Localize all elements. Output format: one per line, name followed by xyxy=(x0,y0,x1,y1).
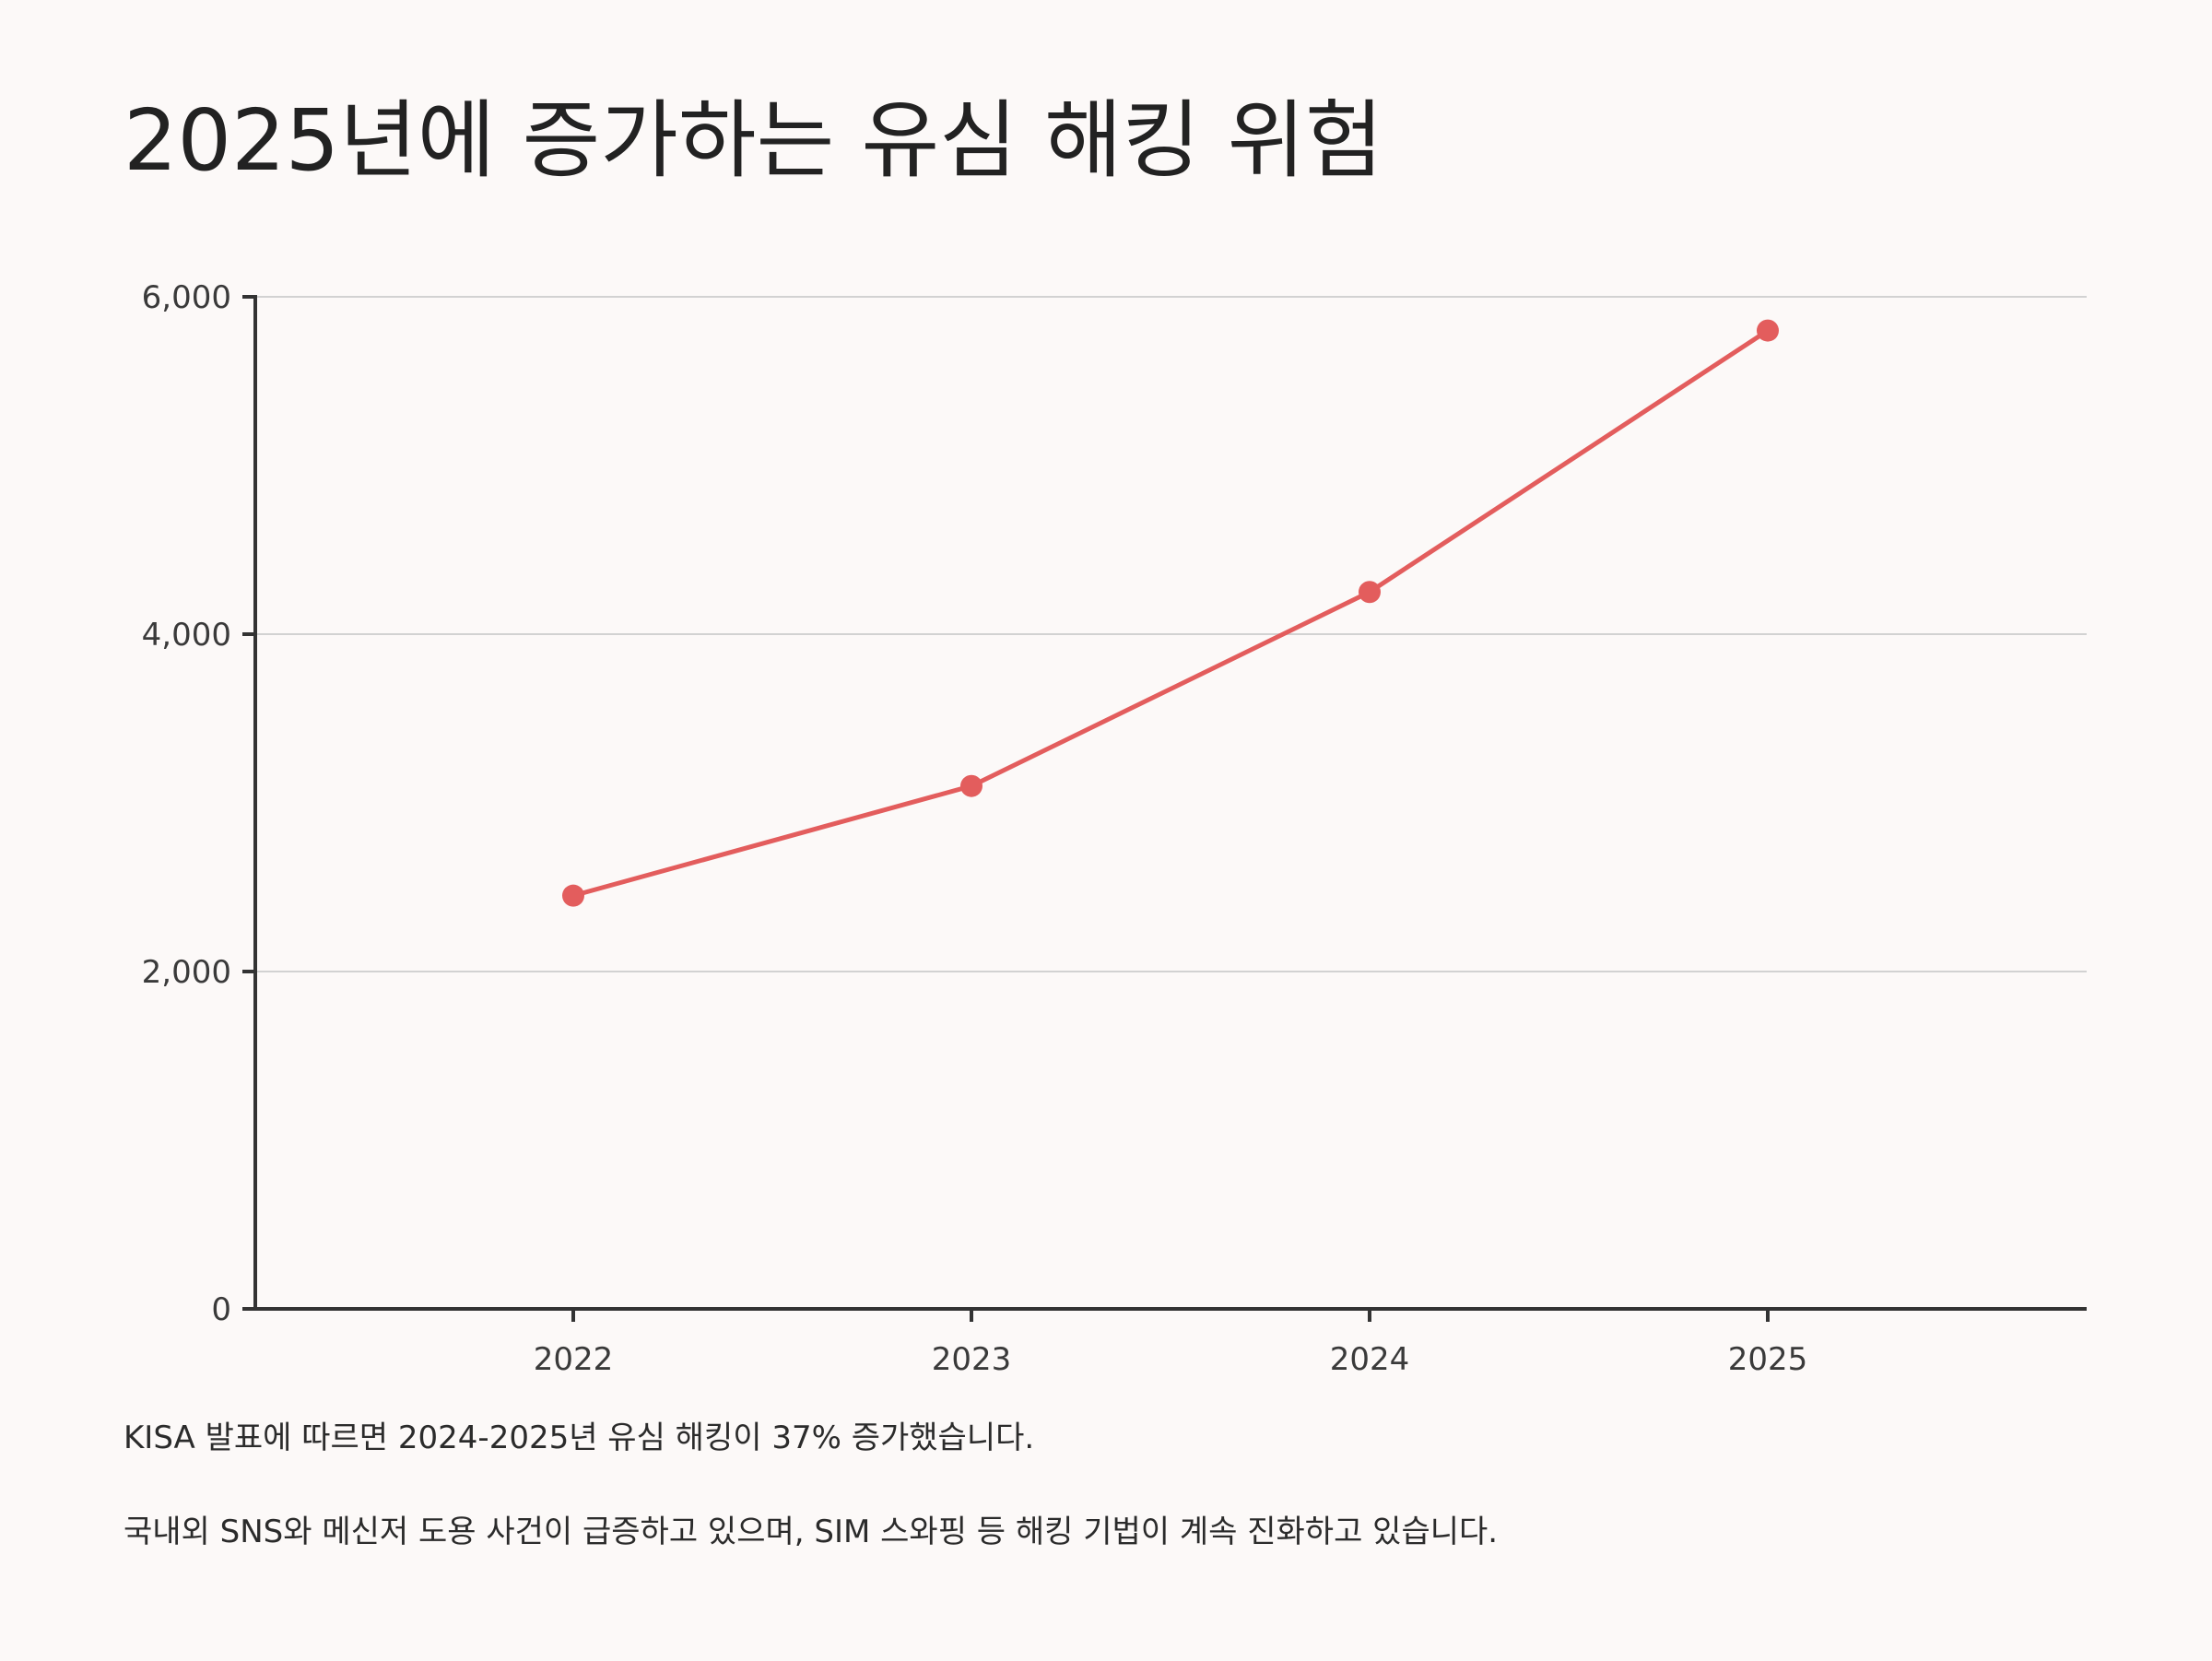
caption-context: 국내외 SNS와 메신저 도용 사건이 급증하고 있으며, SIM 스와핑 등 … xyxy=(124,1514,1499,1550)
y-axis-ticks: 0 2,000 4,000 6,000 xyxy=(142,279,255,1328)
x-tick-label: 2024 xyxy=(1330,1341,1410,1378)
series-line xyxy=(571,328,1771,899)
series-layer xyxy=(571,328,1771,899)
data-point xyxy=(562,884,584,907)
y-tick-label: 0 xyxy=(211,1291,231,1328)
chart-title: 2025년에 증가하는 유심 해킹 위험 xyxy=(124,91,1383,190)
y-tick-label: 6,000 xyxy=(142,279,231,316)
data-points xyxy=(562,319,1779,907)
data-point xyxy=(1359,581,1381,604)
y-tick-label: 4,000 xyxy=(142,617,231,654)
data-point xyxy=(1757,319,1779,342)
data-point xyxy=(960,774,982,797)
x-tick-label: 2023 xyxy=(932,1341,1012,1378)
caption-statistic: KISA 발표에 따르면 2024-2025년 유심 해킹이 37% 증가했습니… xyxy=(124,1420,1035,1456)
gridlines xyxy=(255,296,2087,972)
x-tick-label: 2025 xyxy=(1728,1341,1808,1378)
y-tick-label: 2,000 xyxy=(142,954,231,991)
x-axis-ticks: 2022 2023 2024 2025 xyxy=(534,1309,1808,1378)
x-tick-label: 2022 xyxy=(534,1341,614,1378)
axes xyxy=(253,295,2087,1311)
